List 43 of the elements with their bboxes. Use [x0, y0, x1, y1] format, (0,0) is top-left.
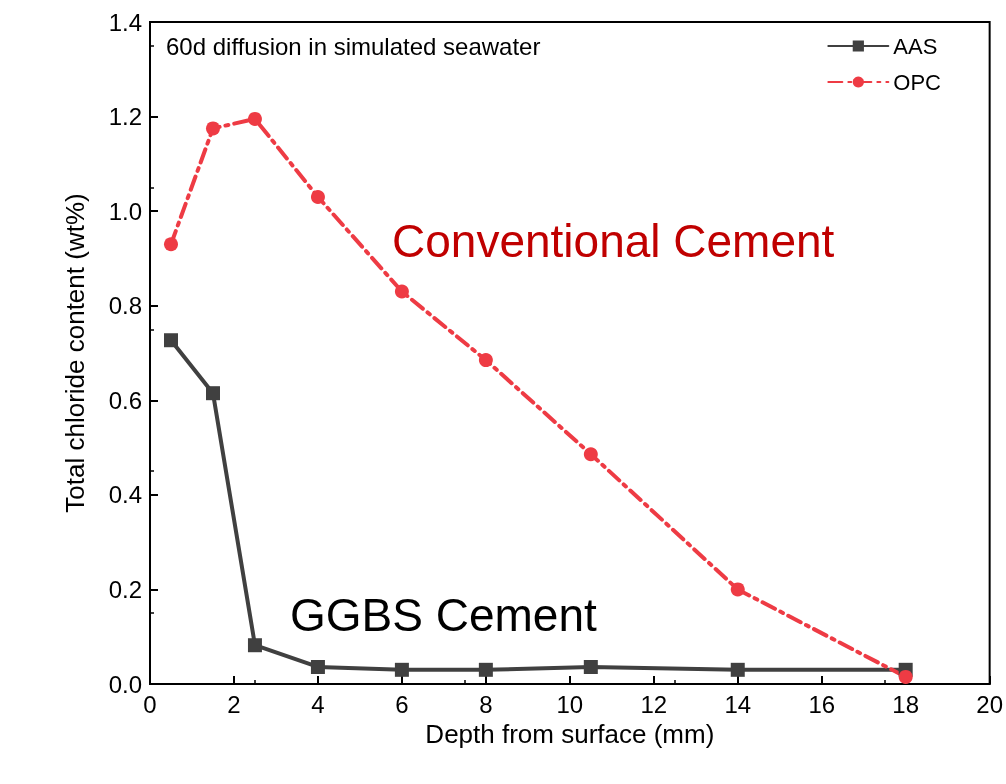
point: [898, 669, 913, 684]
x-tick-label: 10: [556, 690, 584, 718]
x-axis-title: Depth from surface (mm): [425, 718, 715, 749]
point: [394, 284, 409, 299]
x-tick-label: 6: [395, 690, 409, 718]
point: [478, 662, 493, 677]
y-tick-label: 0.6: [108, 386, 142, 414]
x-tick-label: 20: [976, 690, 1003, 718]
annotation: GGBS Cement: [290, 589, 597, 641]
point: [247, 111, 262, 126]
x-tick-label: 2: [227, 690, 241, 718]
point: [205, 121, 220, 136]
annotation: Conventional Cement: [392, 215, 835, 267]
point: [730, 662, 745, 677]
y-tick-label: 0.0: [108, 670, 142, 698]
point: [205, 386, 220, 401]
legend-label: AAS: [893, 33, 938, 59]
y-tick-label: 1.2: [108, 103, 142, 131]
y-tick-label: 1.0: [108, 197, 142, 225]
x-tick-label: 12: [640, 690, 668, 718]
point: [478, 353, 493, 368]
x-tick-label: 14: [724, 690, 752, 718]
point: [310, 189, 325, 204]
point: [583, 659, 598, 674]
x-tick-label: 16: [808, 690, 836, 718]
point: [163, 333, 178, 348]
y-axis-title: Total chloride content (wt%): [60, 193, 90, 513]
legend-label: OPC: [893, 69, 942, 95]
point: [247, 638, 262, 653]
x-tick-label: 18: [892, 690, 920, 718]
point: [164, 237, 178, 252]
y-tick-label: 0.4: [108, 481, 142, 509]
x-tick-label: 8: [479, 690, 493, 718]
x-tick-label: 4: [311, 690, 325, 718]
point: [730, 582, 745, 597]
y-tick-label: 0.2: [108, 575, 142, 603]
x-tick-label: 0: [143, 690, 157, 718]
point: [394, 662, 409, 677]
y-tick-label: 0.8: [108, 292, 142, 320]
annotation: 60d diffusion in simulated seawater: [166, 32, 541, 60]
y-tick-label: 1.4: [108, 8, 142, 36]
point: [583, 447, 598, 462]
point: [310, 659, 325, 674]
